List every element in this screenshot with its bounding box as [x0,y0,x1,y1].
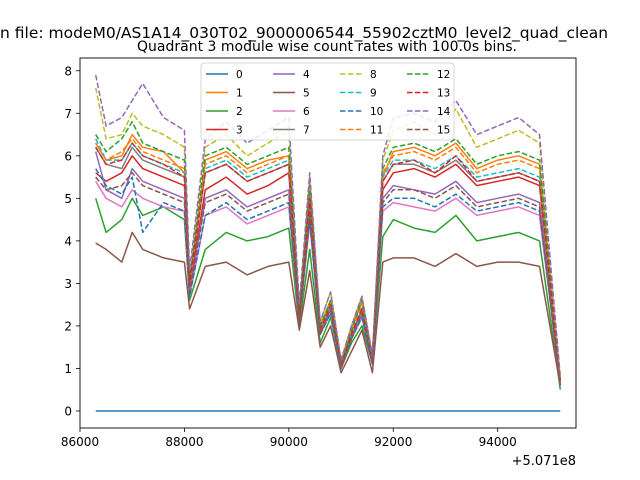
legend-entry-9[interactable]: 9 [340,88,377,100]
legend-entry-10[interactable]: 10 [340,106,383,118]
y-tick-label: 0 [64,404,72,418]
x-tick-label: 86000 [61,435,99,449]
y-tick-label: 3 [64,277,72,291]
y-tick-label: 4 [64,234,72,248]
x-tick-label: 88000 [165,435,203,449]
x-axis-offset-label: +5.071e8 [512,454,576,469]
legend-entry-5[interactable]: 5 [273,88,310,100]
legend-label: 3 [236,125,243,137]
plot-lines [94,74,562,412]
x-tick-label: 92000 [374,435,412,449]
legend-label: 0 [236,69,243,81]
legend-entry-11[interactable]: 11 [340,125,383,137]
legend-label: 5 [303,88,310,100]
y-tick-label: 8 [64,64,72,78]
legend-label: 15 [437,125,450,137]
legend-label: 1 [236,88,243,100]
legend-entry-14[interactable]: 14 [407,106,451,118]
series-line-15 [95,172,562,386]
legend-label: 12 [437,69,450,81]
series-line-5 [95,231,562,386]
legend-entry-12[interactable]: 12 [407,69,450,81]
legend-label: 9 [370,88,377,100]
legend-entry-1[interactable]: 1 [206,88,243,100]
legend-frame [200,62,455,141]
y-tick-label: 6 [64,149,72,163]
legend-entry-13[interactable]: 13 [407,88,450,100]
legend-label: 2 [236,106,243,118]
legend-label: 13 [437,88,450,100]
y-axis: 0 1 2 3 4 5 6 7 8 [64,64,80,418]
legend-label: 8 [370,69,377,81]
legend-label: 4 [303,69,310,81]
y-tick-label: 5 [64,192,72,206]
x-tick-label: 94000 [479,435,517,449]
legend-label: 7 [303,125,310,137]
series-line-14 [94,74,562,378]
chart-title: Quadrant 3 module wise count rates with … [137,39,517,55]
legend-entry-6[interactable]: 6 [273,106,310,118]
plot-frame [79,57,577,429]
legend-label: 6 [303,106,310,118]
legend-entry-7[interactable]: 7 [273,125,310,137]
legend-label: 14 [437,106,451,118]
x-axis: 86000 88000 90000 92000 94000 [61,428,517,449]
legend-entry-15[interactable]: 15 [407,125,450,137]
series-line-8 [94,87,562,378]
legend-entry-4[interactable]: 4 [273,69,310,81]
y-tick-label: 2 [64,319,72,333]
figure-suptitle: n file: modeM0/AS1A14_030T02_9000006544_… [0,24,608,43]
legend-entry-8[interactable]: 8 [340,69,377,81]
legend-entry-0[interactable]: 0 [206,69,243,81]
series-line-11 [95,138,562,382]
legend-label: 11 [370,125,383,137]
legend-entry-2[interactable]: 2 [206,106,243,118]
y-tick-label: 7 [64,107,72,121]
legend-entry-3[interactable]: 3 [206,125,243,137]
x-tick-label: 90000 [270,435,308,449]
y-tick-label: 1 [64,362,72,376]
legend-label: 10 [370,106,383,118]
